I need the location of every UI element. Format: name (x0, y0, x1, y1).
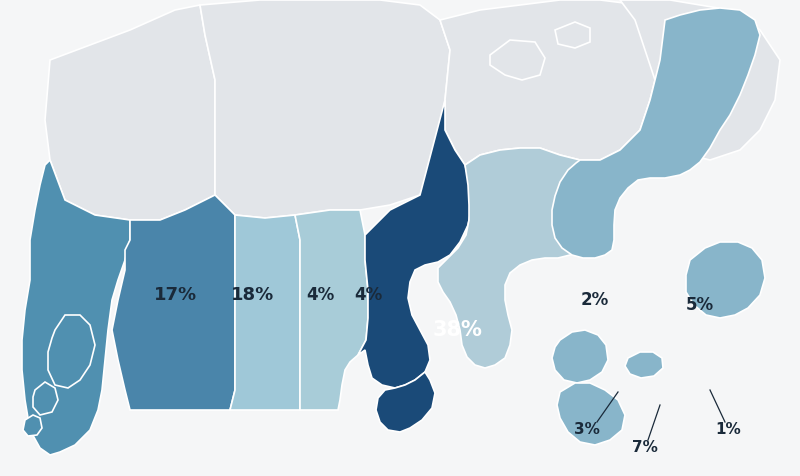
Polygon shape (48, 315, 95, 388)
Text: 4%: 4% (306, 286, 334, 304)
Polygon shape (625, 352, 663, 378)
Polygon shape (552, 8, 760, 258)
Polygon shape (200, 0, 450, 218)
Text: 7%: 7% (632, 440, 658, 456)
Polygon shape (686, 242, 765, 318)
Polygon shape (22, 160, 130, 455)
Polygon shape (490, 40, 545, 80)
Polygon shape (438, 148, 615, 368)
Text: 18%: 18% (231, 286, 274, 304)
Polygon shape (555, 22, 590, 48)
Polygon shape (376, 372, 435, 432)
Polygon shape (620, 0, 780, 160)
Polygon shape (552, 330, 608, 383)
Text: 3%: 3% (574, 423, 600, 437)
Text: 17%: 17% (154, 286, 197, 304)
Polygon shape (33, 382, 58, 415)
Text: 38%: 38% (433, 320, 483, 340)
Polygon shape (45, 5, 215, 220)
Polygon shape (295, 210, 368, 410)
Polygon shape (557, 383, 625, 445)
Polygon shape (358, 100, 472, 388)
Polygon shape (230, 215, 300, 410)
Text: 4%: 4% (354, 286, 382, 304)
Polygon shape (112, 195, 235, 410)
Polygon shape (23, 415, 42, 436)
Polygon shape (440, 0, 665, 165)
Text: 5%: 5% (686, 296, 714, 314)
Text: 2%: 2% (581, 291, 609, 309)
Text: 1%: 1% (715, 423, 741, 437)
